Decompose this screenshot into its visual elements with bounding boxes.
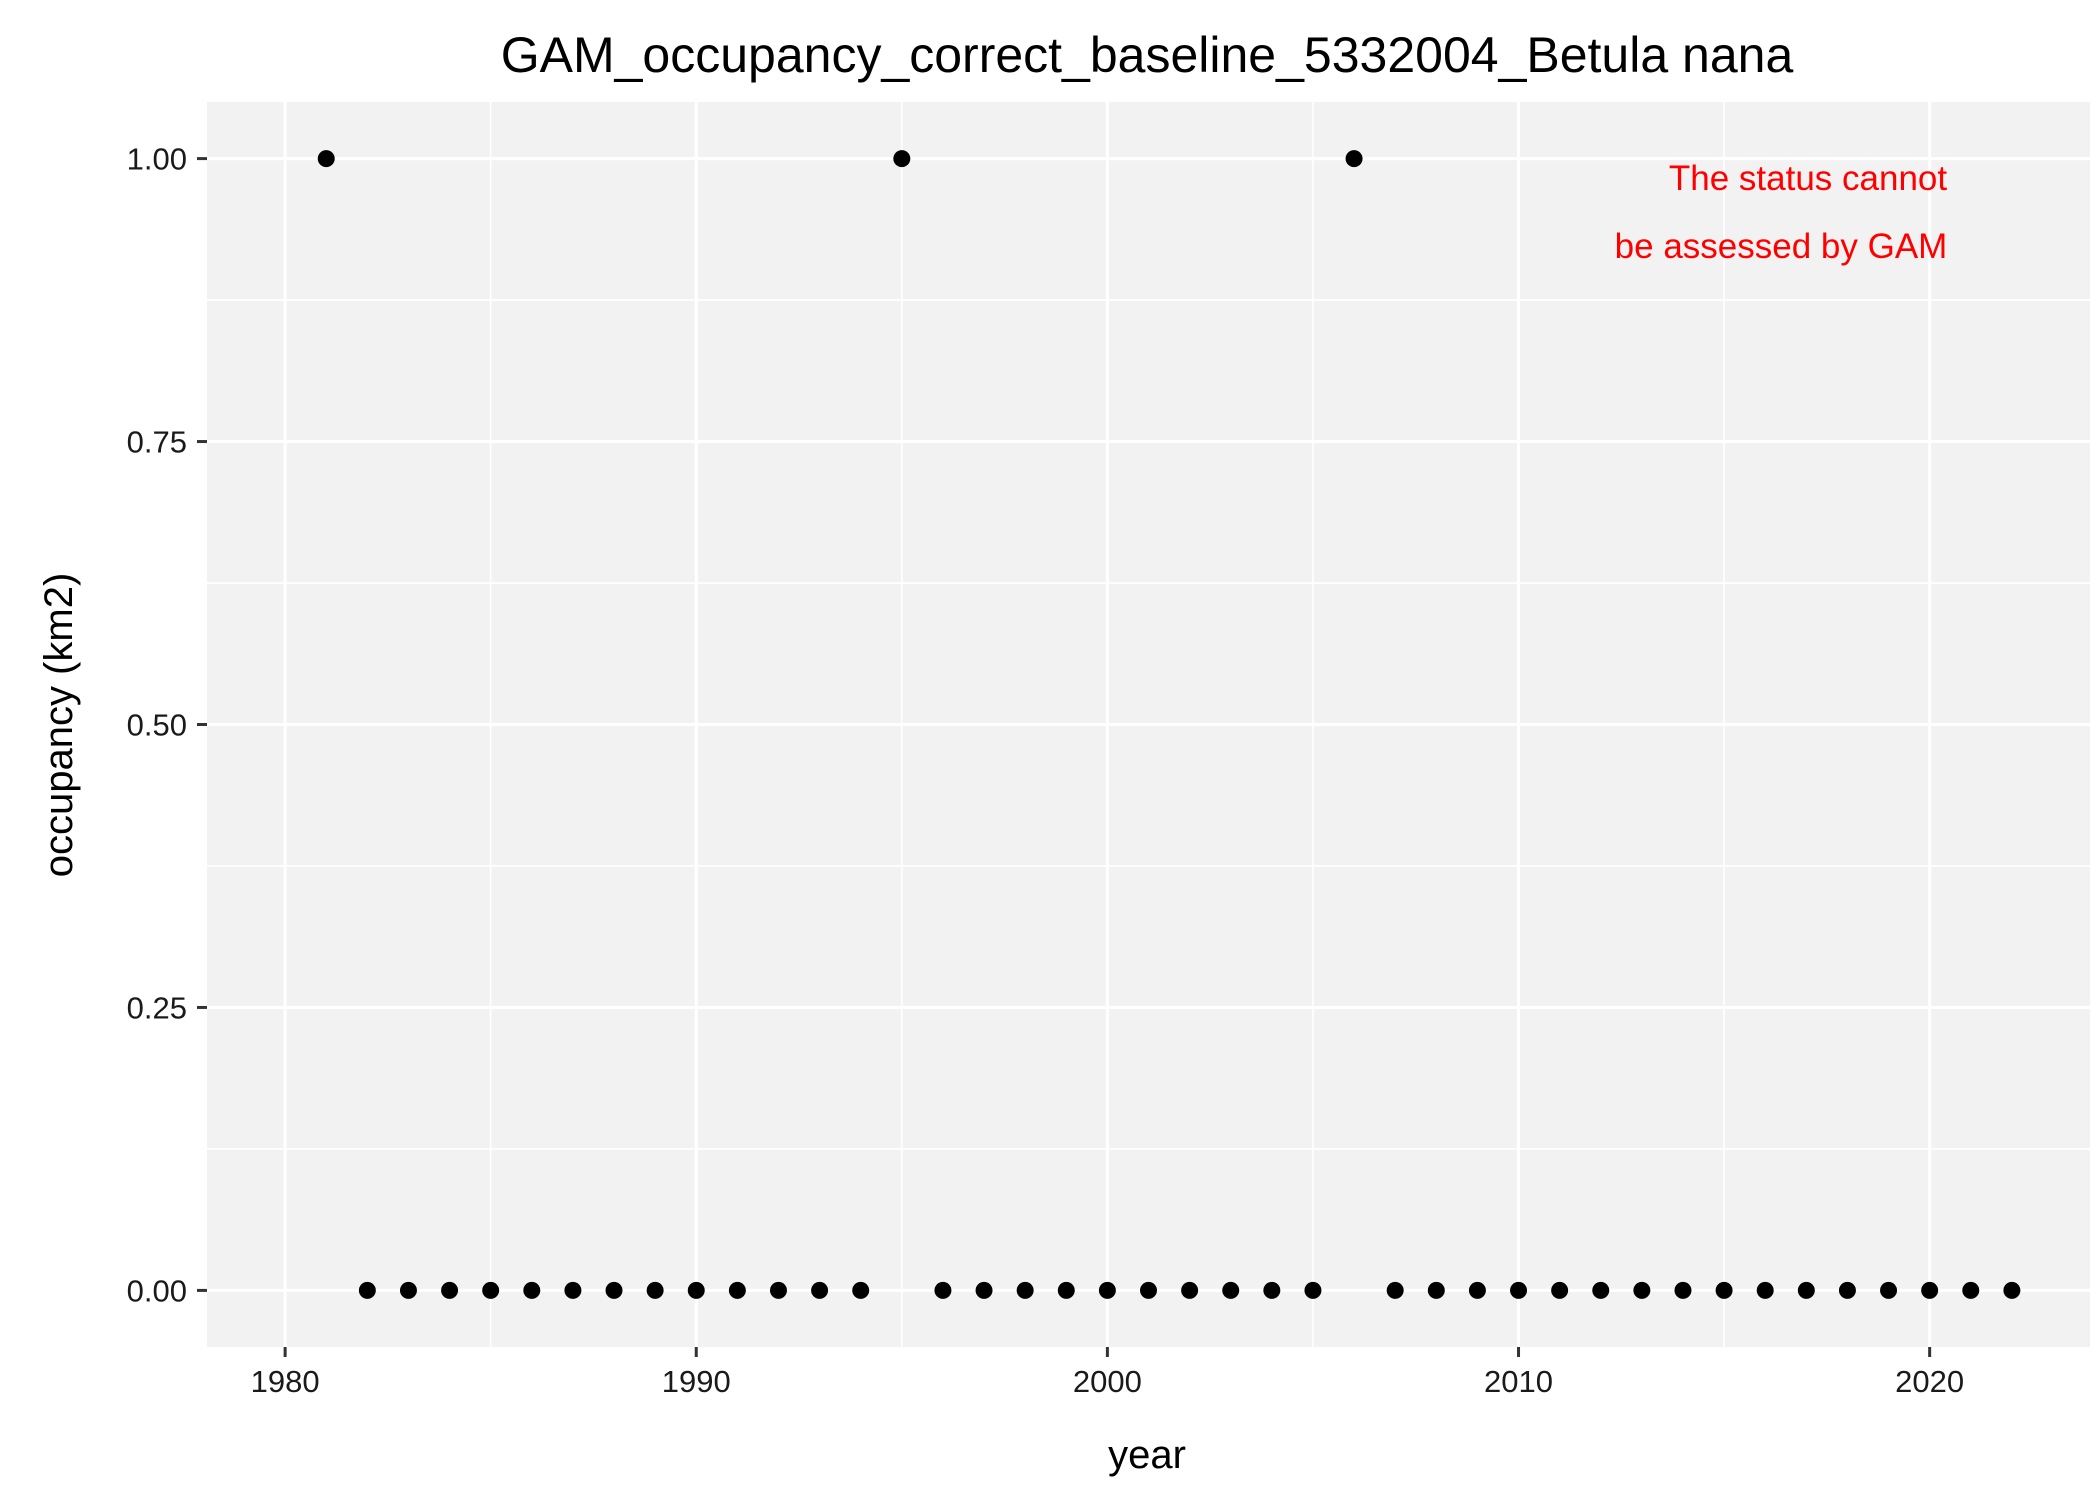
data-point xyxy=(1633,1281,1651,1299)
data-point xyxy=(728,1281,746,1299)
data-point xyxy=(1838,1281,1856,1299)
data-point xyxy=(1510,1281,1528,1299)
data-point xyxy=(523,1281,541,1299)
data-point xyxy=(934,1281,952,1299)
x-tick-label: 2000 xyxy=(1073,1364,1142,1399)
data-point xyxy=(1427,1281,1445,1299)
data-point xyxy=(1756,1281,1774,1299)
data-point xyxy=(1468,1281,1486,1299)
y-axis-title: occupancy (km2) xyxy=(37,573,81,878)
data-point xyxy=(1345,150,1363,168)
data-point xyxy=(1181,1281,1199,1299)
data-point xyxy=(1222,1281,1240,1299)
data-point xyxy=(1962,1281,1980,1299)
x-tick-label: 2020 xyxy=(1895,1364,1964,1399)
data-point xyxy=(441,1281,459,1299)
data-point xyxy=(564,1281,582,1299)
y-tick-label: 0.00 xyxy=(127,1273,187,1308)
y-tick-label: 1.00 xyxy=(127,142,187,177)
axes: 1980 1990 2000 2010 2020 0.00 0.25 0.50 0.75 1.00 xyxy=(127,142,1964,1399)
data-point xyxy=(1715,1281,1733,1299)
data-points xyxy=(317,150,2021,1299)
data-point xyxy=(769,1281,787,1299)
data-point xyxy=(1674,1281,1692,1299)
data-point xyxy=(687,1281,705,1299)
x-tick-label: 1990 xyxy=(662,1364,731,1399)
data-point xyxy=(1140,1281,1157,1299)
data-point xyxy=(1304,1281,1322,1299)
data-point xyxy=(399,1281,417,1299)
data-point xyxy=(1263,1281,1281,1299)
data-point xyxy=(1057,1281,1075,1299)
data-point xyxy=(811,1281,829,1299)
data-point xyxy=(1098,1281,1116,1299)
data-point xyxy=(1921,1281,1939,1299)
annotation-line-2: be assessed by GAM xyxy=(1615,227,1948,266)
data-point xyxy=(482,1281,500,1299)
data-point xyxy=(1797,1281,1815,1299)
data-point xyxy=(317,150,335,168)
data-point xyxy=(852,1281,870,1299)
data-point xyxy=(1592,1281,1610,1299)
x-tick-label: 2010 xyxy=(1484,1364,1553,1399)
data-point xyxy=(2003,1281,2021,1299)
data-point xyxy=(975,1281,993,1299)
data-point xyxy=(893,150,911,168)
chart-title: GAM_occupancy_correct_baseline_5332004_B… xyxy=(501,27,1794,83)
data-point xyxy=(358,1281,376,1299)
annotation-line-1: The status cannot xyxy=(1669,159,1947,198)
data-point xyxy=(605,1281,623,1299)
x-axis-title: year xyxy=(1108,1433,1186,1477)
data-point xyxy=(1016,1281,1034,1299)
data-point xyxy=(1551,1281,1569,1299)
y-tick-label: 0.75 xyxy=(127,425,187,460)
y-tick-label: 0.50 xyxy=(127,708,187,743)
data-point xyxy=(646,1281,664,1299)
y-tick-label: 0.25 xyxy=(127,990,187,1025)
data-point xyxy=(1386,1281,1404,1299)
x-tick-label: 1980 xyxy=(251,1364,320,1399)
data-point xyxy=(1880,1281,1898,1299)
